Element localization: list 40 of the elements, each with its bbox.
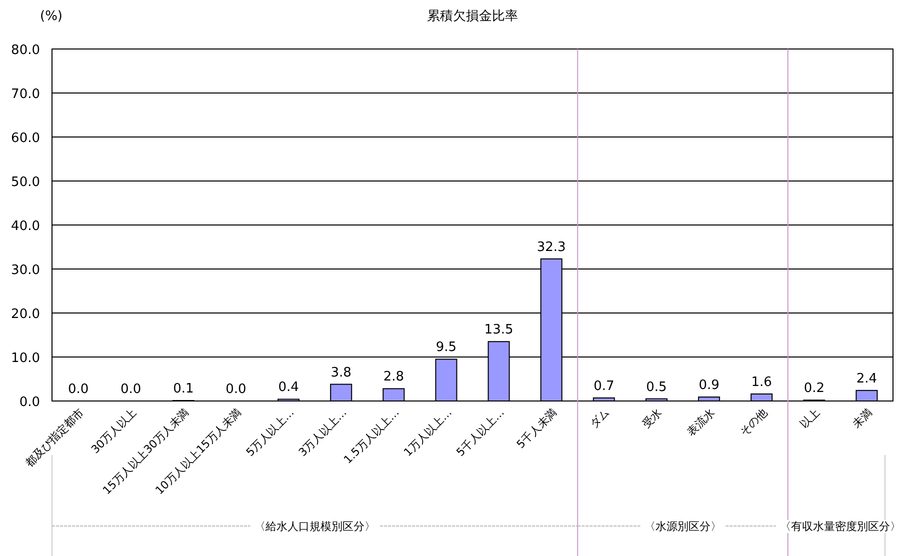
y-tick-label: 60.0 xyxy=(11,131,40,146)
chart-title: 累積欠損金比率 xyxy=(427,8,518,24)
data-label: 0.2 xyxy=(804,381,824,396)
data-label: 32.3 xyxy=(536,240,566,255)
data-label: 1.6 xyxy=(751,374,772,390)
x-tick-label: 受水 xyxy=(640,406,665,431)
y-tick-label: 20.0 xyxy=(11,307,40,322)
y-tick-label: 70.0 xyxy=(11,87,40,102)
data-label: 2.4 xyxy=(856,371,878,386)
text: 〈水源別区分〉 xyxy=(644,520,722,533)
x-tick-label: 5千人以上… xyxy=(454,406,507,459)
x-tick-label: 未満 xyxy=(850,406,875,431)
x-tick-label: 5万人以上… xyxy=(244,406,297,459)
x-tick-label: 5千人未満 xyxy=(514,406,560,452)
text: 〈有収水量密度別区分〉 xyxy=(780,520,900,533)
y-axis-title: (%) xyxy=(40,9,62,24)
data-label: 0.0 xyxy=(120,382,142,397)
data-label: 3.8 xyxy=(330,365,352,380)
x-tick-label: 以上 xyxy=(798,406,822,431)
data-label: 13.5 xyxy=(484,322,514,338)
data-label: 2.8 xyxy=(383,370,404,385)
x-tick-label: 表流水 xyxy=(684,406,718,438)
y-tick-label: 50.0 xyxy=(11,175,40,190)
data-label: 0.0 xyxy=(226,382,246,397)
text: 〈給水人口規模別区分〉 xyxy=(254,520,376,533)
x-tick-label: 1万人以上… xyxy=(401,406,454,459)
data-label: 9.5 xyxy=(436,340,457,356)
y-tick-label: 30.0 xyxy=(11,263,40,278)
y-tick-label: 10.0 xyxy=(11,351,40,366)
data-label: 0.1 xyxy=(173,382,194,397)
data-label: 0.5 xyxy=(646,380,667,395)
data-label: 0.4 xyxy=(278,380,299,396)
x-tick-label: ダム xyxy=(587,406,612,431)
y-tick-label: 80.0 xyxy=(11,43,40,58)
y-tick-label: 40.0 xyxy=(11,219,40,234)
x-tick-label: その他 xyxy=(737,406,770,438)
data-label: 0.0 xyxy=(68,382,89,397)
x-tick-label: 30万人以上 xyxy=(88,406,139,456)
data-label: 0.7 xyxy=(594,378,614,394)
data-label: 0.9 xyxy=(698,378,720,394)
